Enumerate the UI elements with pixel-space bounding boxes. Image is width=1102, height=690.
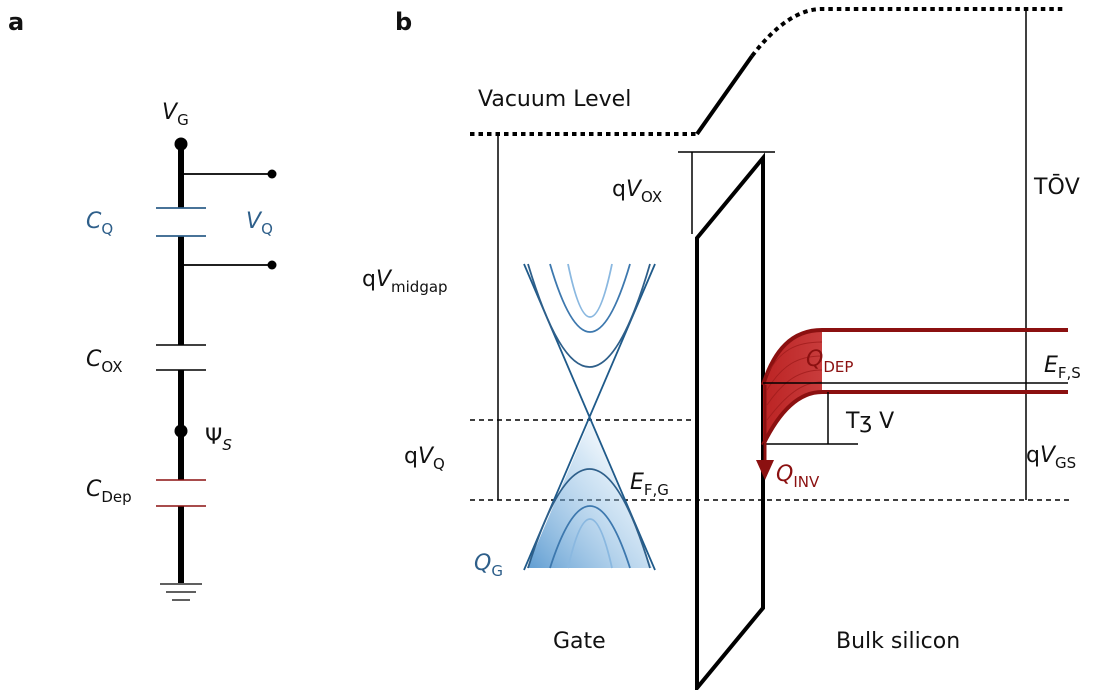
vq-bottom-terminal bbox=[267, 260, 277, 270]
qvmidgap-label: qVmidgap bbox=[362, 267, 448, 296]
conduction-subband-3 bbox=[567, 263, 613, 318]
qvox-label: qVOX bbox=[612, 177, 662, 206]
conduction-subband-2 bbox=[549, 263, 631, 333]
conduction-subband-1 bbox=[527, 263, 651, 368]
ground-icon bbox=[160, 583, 202, 601]
panel-b-letter: b bbox=[395, 8, 412, 36]
psi-node bbox=[174, 424, 188, 438]
qdep-label: QDEP bbox=[806, 347, 853, 376]
conduction-band-edge bbox=[761, 328, 1068, 386]
valence-band-edge bbox=[761, 390, 1068, 446]
circuit-diagram bbox=[156, 137, 277, 601]
vg-node bbox=[174, 137, 188, 151]
vacuum-level-oxide bbox=[695, 54, 754, 136]
efs-label: EF,S bbox=[1044, 353, 1081, 382]
gate-label: Gate bbox=[553, 629, 606, 654]
valence-subband-1 bbox=[527, 468, 651, 569]
qinv-label: QINV bbox=[776, 462, 820, 491]
valence-subband-3 bbox=[567, 518, 613, 569]
qvgs-label: qVGS bbox=[1026, 443, 1076, 472]
vq-label: VQ bbox=[246, 209, 273, 238]
band-bending-symbol: Tʒ V bbox=[845, 409, 894, 434]
panel-a-letter: a bbox=[8, 8, 24, 36]
qg-label: QG bbox=[474, 551, 503, 580]
vg-label: VG bbox=[162, 100, 189, 129]
vacuum-level-label: Vacuum Level bbox=[478, 87, 631, 112]
efg-label: EF,G bbox=[630, 470, 669, 499]
cdep-label: CDep bbox=[86, 477, 132, 506]
silicon-bands bbox=[756, 328, 1068, 480]
vacuum-level-bulk bbox=[750, 7, 1064, 58]
depletion-charge-fill bbox=[763, 330, 1068, 445]
psi-label: ΨS bbox=[205, 425, 232, 454]
inversion-arrow-head bbox=[756, 460, 774, 480]
gate-dirac-cone bbox=[523, 263, 656, 571]
valence-subband-2 bbox=[549, 505, 631, 569]
cq-label: CQ bbox=[86, 209, 113, 238]
gate-charge-fill bbox=[527, 420, 652, 568]
work-function-symbol: TŌV bbox=[1033, 174, 1080, 200]
oxide-barrier bbox=[695, 152, 765, 690]
bulk-silicon-label: Bulk silicon bbox=[836, 629, 960, 654]
vq-top-terminal bbox=[267, 169, 277, 179]
cox-label: COX bbox=[86, 347, 123, 376]
qvq-label: qVQ bbox=[404, 444, 445, 473]
